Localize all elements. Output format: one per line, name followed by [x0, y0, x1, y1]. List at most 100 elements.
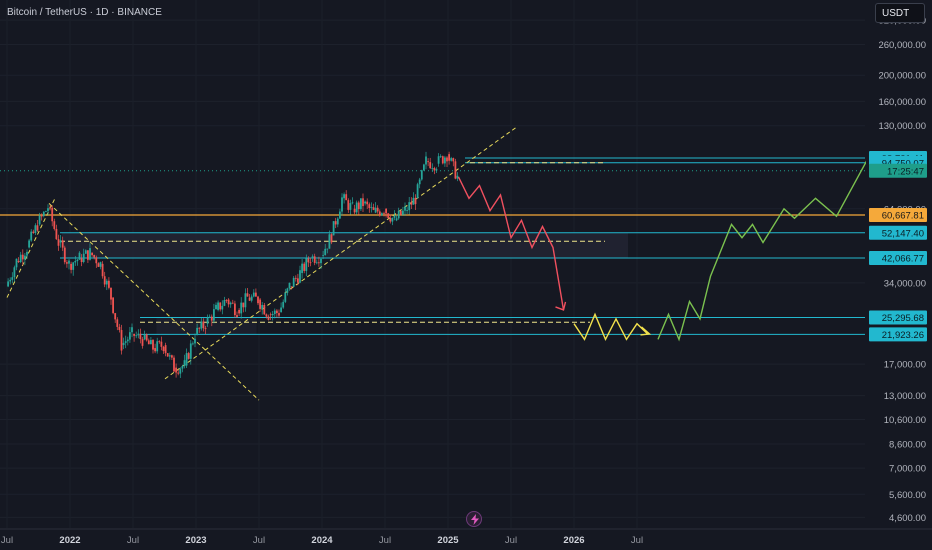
candle-body [288, 282, 291, 289]
candle-body [89, 248, 91, 260]
candle-body [179, 368, 182, 374]
projection-paths [457, 80, 911, 342]
candle-body [103, 276, 106, 285]
candle-body [420, 170, 423, 180]
candle-body [124, 341, 127, 343]
candle-body [183, 360, 186, 367]
candle-body [255, 292, 257, 297]
demand-zone [62, 232, 628, 258]
price-axis: 320,000.00260,000.00200,000.00160,000.00… [866, 0, 932, 550]
candle-body [181, 366, 184, 369]
candle-body [286, 288, 289, 293]
candle-body [370, 207, 373, 209]
candle-body [284, 292, 287, 302]
candle-body [129, 332, 131, 340]
candle-body [315, 262, 318, 264]
candle-body [332, 221, 335, 236]
currency-button[interactable]: USDT [875, 3, 925, 23]
candle-body [309, 262, 312, 264]
candle-body [66, 262, 68, 264]
price-label-text: 52,147.40 [882, 228, 924, 239]
candle-body [282, 301, 285, 308]
candle-body [357, 202, 360, 210]
candle-body [328, 234, 331, 249]
candle-body [244, 293, 247, 308]
candle-body [271, 314, 274, 316]
candle-body [55, 228, 58, 240]
candle-body [378, 211, 381, 216]
price-tick-label: 200,000.00 [878, 71, 926, 82]
candle-body [353, 208, 356, 213]
candle-body [441, 156, 444, 164]
time-tick-label: 2023 [185, 535, 206, 546]
candle-body [383, 213, 385, 214]
candle-body [381, 213, 383, 216]
candle-body [448, 154, 450, 161]
candle-body [292, 277, 295, 287]
candle-body [360, 198, 362, 210]
projection-red-path [457, 176, 565, 311]
candle-body [336, 218, 339, 225]
candle-body [189, 343, 192, 359]
candle-body [158, 341, 161, 343]
candle-body [34, 225, 37, 233]
candle-body [305, 258, 308, 271]
candle-body [156, 341, 159, 352]
price-label-tag [869, 250, 927, 265]
candles [7, 151, 459, 378]
candle-body [345, 194, 348, 201]
candle-body [95, 257, 98, 264]
candle-body [334, 221, 337, 225]
candle-body [320, 258, 322, 264]
candle-body [101, 263, 104, 277]
candle-body [429, 162, 432, 169]
candle-body [171, 355, 173, 358]
candle-body [219, 302, 222, 310]
candle-body [160, 341, 163, 347]
candle-body [267, 316, 270, 320]
candle-body [290, 286, 293, 288]
price-label-text: 21,923.26 [882, 330, 924, 341]
candle-body [240, 302, 243, 314]
candle-body [137, 333, 140, 336]
candle-body [399, 210, 402, 215]
lightning-icon[interactable] [466, 511, 482, 527]
candle-body [276, 310, 278, 314]
candle-body [236, 315, 238, 318]
candle-body [225, 300, 228, 301]
candle-body [248, 297, 251, 301]
candle-body [198, 327, 201, 329]
candle-body [246, 293, 249, 297]
time-tick-label: 2025 [437, 535, 459, 546]
candle-body [28, 240, 30, 248]
candle-body [227, 299, 230, 305]
candle-body [364, 201, 366, 204]
candle-body [166, 353, 169, 357]
candle-body [40, 215, 43, 217]
candle-body [202, 321, 205, 329]
trend-lines [6, 127, 517, 401]
candle-body [450, 158, 453, 161]
candle-body [408, 202, 411, 211]
red-arrow-head [555, 301, 567, 311]
price-tick-label: 10,600.00 [884, 415, 926, 426]
yellow-arrow-head [640, 326, 652, 336]
candle-body [187, 353, 190, 359]
candle-body [45, 211, 47, 212]
candle-body [192, 343, 194, 345]
candle-body [221, 305, 224, 310]
symbol-title: Bitcoin / TetherUS · 1D · BINANCE [7, 7, 162, 18]
candle-body [141, 339, 144, 346]
candle-body [194, 338, 196, 344]
candle-body [374, 207, 377, 213]
candle-body [87, 250, 89, 260]
candle-body [116, 319, 119, 327]
candle-body [91, 252, 93, 256]
candle-body [185, 353, 188, 366]
candle-body [414, 197, 417, 205]
price-tick-label: 8,600.00 [889, 440, 926, 451]
candle-body [68, 260, 70, 264]
candle-body [313, 256, 316, 263]
